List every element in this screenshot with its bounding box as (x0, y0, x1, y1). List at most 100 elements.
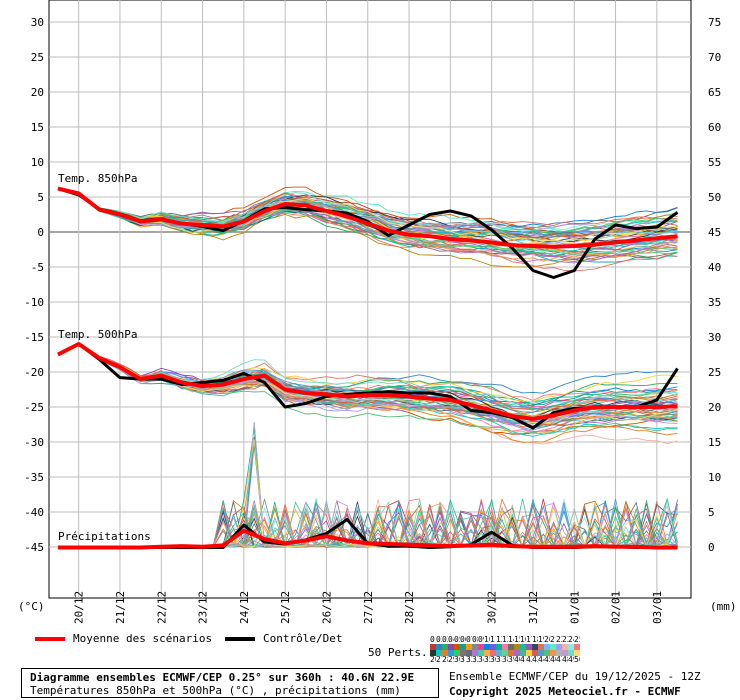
member-number: 38 (502, 656, 508, 664)
right-tick-label: 45 (708, 226, 721, 239)
right-tick-label: 70 (708, 51, 721, 64)
member-number: 28 (442, 656, 448, 664)
right-tick-label: 10 (708, 471, 721, 484)
member-number: 48 (562, 656, 568, 664)
member-number: 46 (550, 656, 556, 664)
member-swatch (496, 644, 502, 650)
member-number: 06 (460, 636, 466, 644)
member-line (57, 343, 678, 418)
member-swatch (484, 650, 490, 656)
footer-subtitle: Températures 850hPa et 500hPa (°C) , pré… (30, 684, 401, 697)
left-tick-label: -5 (31, 261, 44, 274)
right-tick-label: 5 (708, 506, 715, 519)
left-tick-label: -40 (24, 506, 44, 519)
member-number: 34 (478, 656, 484, 664)
right-unit-label: (mm) (710, 600, 737, 613)
member-number: 49 (568, 656, 574, 664)
member-number: 08 (472, 636, 478, 644)
member-number: 47 (556, 656, 562, 664)
x-tick-label: 28/12 (403, 591, 416, 624)
member-swatch (472, 650, 478, 656)
member-swatch (448, 650, 454, 656)
grid (48, 0, 692, 599)
perts-label: 50 Perts. (368, 646, 428, 659)
mean-500-line (57, 342, 678, 421)
footer-title: Diagramme ensembles ECMWF/CEP 0.25° sur … (30, 671, 415, 684)
member-line (57, 343, 678, 411)
member-swatch (550, 650, 556, 656)
member-swatch (430, 650, 436, 656)
run-info: Ensemble ECMWF/CEP du 19/12/2025 - 12Z C… (449, 670, 701, 698)
member-number: 10 (484, 636, 490, 644)
member-swatch (436, 650, 442, 656)
member-swatch (430, 644, 436, 650)
member-numbers-row1: 0102030405060708091011121314151617181920… (430, 636, 580, 644)
member-number: 30 (454, 656, 460, 664)
member-number: 25 (574, 636, 580, 644)
member-swatch (556, 650, 562, 656)
member-swatch (556, 644, 562, 650)
x-tick-label: 29/12 (444, 591, 457, 624)
label-precip: Précipitations (58, 530, 151, 543)
member-number: 44 (538, 656, 544, 664)
member-swatch (460, 644, 466, 650)
x-tick-label: 01/01 (568, 591, 581, 624)
x-tick-label: 23/12 (197, 591, 210, 624)
axes: 302520151050-5-10-15-20-25-30-35-40-4575… (24, 16, 721, 624)
x-tick-label: 30/12 (486, 591, 499, 624)
x-tick-label: 27/12 (362, 591, 375, 624)
member-number: 26 (430, 656, 436, 664)
member-numbers-row2: 2627282930313233343536373839404142434445… (430, 656, 580, 664)
member-number: 05 (454, 636, 460, 644)
member-number: 18 (532, 636, 538, 644)
member-number: 37 (496, 656, 502, 664)
member-palette: 0102030405060708091011121314151617181920… (430, 636, 580, 664)
right-tick-label: 30 (708, 331, 721, 344)
left-tick-label: -25 (24, 401, 44, 414)
left-tick-label: -35 (24, 471, 44, 484)
member-line (57, 343, 678, 406)
member-line (57, 188, 678, 243)
member-swatch (538, 644, 544, 650)
left-tick-label: 15 (31, 121, 44, 134)
member-number: 50 (574, 656, 580, 664)
member-number: 29 (448, 656, 454, 664)
member-swatch (496, 650, 502, 656)
member-line (57, 188, 678, 261)
member-line (57, 188, 678, 230)
member-swatch (574, 650, 580, 656)
member-swatch (526, 644, 532, 650)
x-tick-label: 31/12 (527, 591, 540, 624)
right-tick-label: 65 (708, 86, 721, 99)
legend-control: Contrôle/Det (225, 632, 342, 645)
x-tick-label: 26/12 (320, 591, 333, 624)
member-number: 21 (550, 636, 556, 644)
member-number: 11 (490, 636, 496, 644)
member-swatch (574, 644, 580, 650)
copyright: Copyright 2025 Meteociel.fr - ECMWF (449, 685, 681, 698)
member-swatch (442, 650, 448, 656)
member-swatch (562, 644, 568, 650)
member-number: 45 (544, 656, 550, 664)
member-number: 36 (490, 656, 496, 664)
left-tick-label: 20 (31, 86, 44, 99)
member-number: 22 (556, 636, 562, 644)
member-swatch (568, 644, 574, 650)
right-tick-label: 20 (708, 401, 721, 414)
label-t850: Temp. 850hPa (58, 172, 137, 185)
mean-850-line (57, 186, 678, 249)
member-swatch (472, 644, 478, 650)
member-number: 35 (484, 656, 490, 664)
member-swatches-row2 (430, 650, 580, 656)
member-number: 02 (436, 636, 442, 644)
member-swatch (502, 644, 508, 650)
right-tick-label: 55 (708, 156, 721, 169)
member-number: 27 (436, 656, 442, 664)
member-number: 24 (568, 636, 574, 644)
member-swatch (484, 644, 490, 650)
member-swatch (562, 650, 568, 656)
x-tick-label: 24/12 (238, 591, 251, 624)
member-number: 19 (538, 636, 544, 644)
member-swatch (442, 644, 448, 650)
right-tick-label: 75 (708, 16, 721, 29)
